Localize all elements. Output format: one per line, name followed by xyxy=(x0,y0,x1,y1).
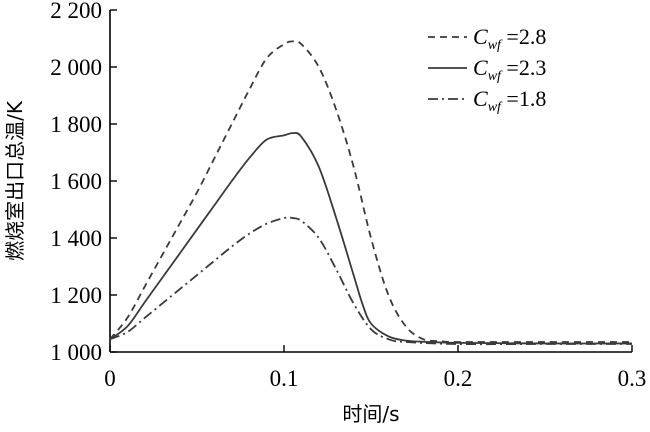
series-line-1 xyxy=(109,40,632,343)
y-axis-title: 燃烧室出口总温/K xyxy=(3,100,27,261)
series-line-2 xyxy=(109,132,633,345)
y-tick-label: 1 200 xyxy=(50,283,102,308)
y-tick-label: 2 200 xyxy=(50,0,102,23)
legend-label: Cwf =1.8 xyxy=(473,86,546,115)
y-tick-label: 1 400 xyxy=(50,226,102,251)
legend-label: Cwf =2.3 xyxy=(473,55,546,84)
x-tick-label: 0.1 xyxy=(270,366,299,391)
x-tick-label: 0 xyxy=(104,366,116,391)
y-tick-label: 1 600 xyxy=(50,169,102,194)
series-line-3 xyxy=(109,216,632,346)
legend-label: Cwf =2.8 xyxy=(473,24,546,53)
chart-axes xyxy=(109,10,632,353)
chart-series xyxy=(109,40,633,346)
y-tick-label: 1 800 xyxy=(50,112,102,137)
y-tick-label: 1 000 xyxy=(50,340,102,365)
x-axis-title: 时间/s xyxy=(342,402,399,426)
y-tick-label: 2 000 xyxy=(50,55,102,80)
x-tick-label: 0.3 xyxy=(618,366,647,391)
chart-ticks: 1 000 1 200 1 400 1 600 1 800 2 000 2 200 0 0.1 0… xyxy=(50,0,646,391)
x-tick-label: 0.2 xyxy=(444,366,473,391)
